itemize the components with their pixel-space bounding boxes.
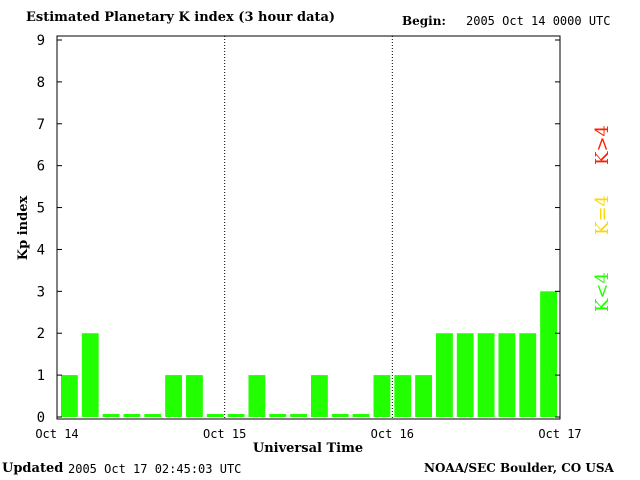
y-tick-label: 1 bbox=[37, 368, 45, 384]
chart-title: Estimated Planetary K index (3 hour data… bbox=[26, 10, 336, 25]
y-tick-label: 8 bbox=[37, 75, 45, 91]
x-tick-label: Oct 14 bbox=[35, 427, 78, 441]
legend-label: K>4 bbox=[592, 125, 613, 165]
kp-bar bbox=[102, 414, 120, 417]
x-tick-label: Oct 17 bbox=[538, 427, 581, 441]
y-tick-label: 5 bbox=[37, 201, 45, 217]
legend-label: K<4 bbox=[592, 272, 613, 312]
kp-bar bbox=[269, 414, 287, 417]
kp-bar bbox=[540, 291, 557, 417]
kp-bar bbox=[331, 414, 349, 417]
begin-label: Begin: bbox=[402, 14, 446, 28]
kp-bar bbox=[456, 333, 474, 417]
kp-bar bbox=[352, 414, 370, 417]
kp-bar bbox=[144, 414, 162, 417]
updated-label: Updated bbox=[2, 461, 64, 476]
y-tick-label: 7 bbox=[37, 117, 45, 133]
day-separators bbox=[224, 36, 393, 419]
kp-bar bbox=[61, 375, 78, 417]
legend: K>4 K=4 K<4 bbox=[592, 125, 613, 312]
kp-bar bbox=[394, 375, 412, 417]
y-tick-label: 4 bbox=[37, 242, 45, 258]
y-ticks: 0 1 2 3 4 5 6 7 8 9 bbox=[37, 33, 560, 426]
x-axis-title: Universal Time bbox=[253, 441, 363, 456]
y-axis-title: Kp index bbox=[16, 196, 31, 261]
kp-bar bbox=[248, 375, 266, 417]
plot-frame bbox=[56, 35, 561, 420]
x-tick-label: Oct 16 bbox=[371, 427, 414, 441]
kp-bar bbox=[415, 375, 432, 417]
kp-bar bbox=[81, 333, 99, 417]
kp-bar bbox=[436, 333, 453, 417]
kp-bar bbox=[519, 333, 537, 417]
kp-bar bbox=[123, 414, 141, 417]
kp-bar bbox=[373, 375, 391, 417]
begin-value: 2005 Oct 14 0000 UTC bbox=[466, 14, 611, 28]
legend-label: K=4 bbox=[592, 195, 613, 235]
kp-bar bbox=[477, 333, 495, 417]
kp-bar bbox=[165, 375, 182, 417]
kp-bar bbox=[206, 414, 224, 417]
kp-bar bbox=[290, 414, 307, 417]
x-tick-label: Oct 15 bbox=[203, 427, 246, 441]
y-tick-label: 6 bbox=[37, 159, 45, 175]
updated-value: 2005 Oct 17 02:45:03 UTC bbox=[68, 462, 242, 476]
kp-bar bbox=[311, 375, 328, 417]
kp-bar bbox=[498, 333, 516, 417]
y-tick-label: 2 bbox=[37, 326, 45, 342]
kp-bars bbox=[61, 291, 557, 417]
y-tick-label: 0 bbox=[37, 410, 45, 426]
kp-bar bbox=[227, 414, 245, 417]
kp-bar bbox=[186, 375, 203, 417]
x-ticks: Oct 14 Oct 15 Oct 16 Oct 17 bbox=[35, 427, 581, 441]
y-tick-label: 3 bbox=[37, 284, 45, 300]
credit: NOAA/SEC Boulder, CO USA bbox=[424, 461, 614, 475]
y-tick-label: 9 bbox=[37, 33, 45, 49]
